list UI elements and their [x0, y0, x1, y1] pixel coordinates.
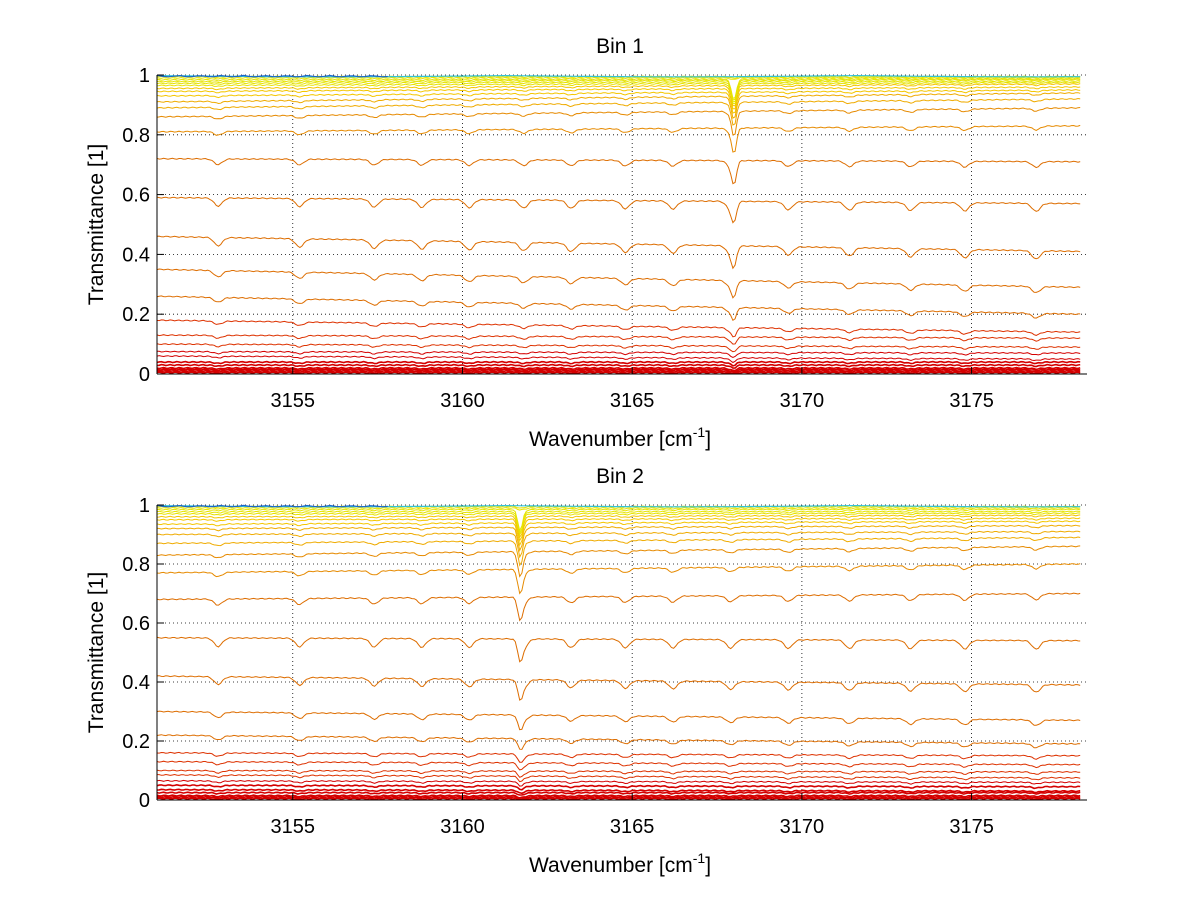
data-series — [157, 235, 1081, 270]
y-tick-label: 0.8 — [122, 125, 150, 147]
chart-panel-1: 3155 3160 3165 3170 3175 0 0.2 0.4 0.6 0.8 1 Bin 1 W… — [85, 35, 1087, 451]
data-series — [157, 76, 1081, 80]
data-series — [157, 196, 1081, 224]
chart-panel-2: 3155 3160 3165 3170 3175 0 0.2 0.4 0.6 0.8 1 Bin 2 W… — [85, 465, 1087, 877]
data-series — [157, 563, 1081, 595]
data-series — [157, 78, 1081, 101]
data-series — [157, 83, 1081, 107]
x-tick-label: 3155 — [271, 816, 316, 838]
y-tick-label: 0 — [139, 790, 150, 812]
data-series — [157, 74, 388, 78]
y-tick-label: 0.4 — [122, 672, 150, 694]
data-series — [157, 512, 1081, 536]
data-series — [157, 710, 1081, 731]
y-tick-label: 0.6 — [122, 613, 150, 635]
x-tick-label: 3165 — [610, 816, 655, 838]
data-series — [157, 510, 1081, 535]
data-series — [157, 97, 1081, 126]
data-series — [157, 81, 1081, 105]
data-series — [157, 783, 1081, 791]
chart-title: Bin 1 — [596, 35, 644, 58]
y-tick-label: 0.4 — [122, 244, 150, 266]
data-series — [157, 524, 1081, 552]
data-series — [157, 368, 1081, 373]
data-series — [157, 504, 388, 508]
x-tick-label: 3165 — [610, 390, 655, 412]
data-series — [157, 360, 1081, 367]
data-series — [157, 517, 1081, 542]
data-series — [157, 795, 1081, 800]
x-axis-label: Wavenumber [cm-1] — [529, 424, 711, 451]
data-series — [157, 92, 1081, 119]
data-series — [157, 268, 1081, 299]
data-series — [157, 86, 1081, 110]
y-tick-label: 0.8 — [122, 554, 150, 576]
series-group — [157, 74, 1081, 374]
data-series — [157, 88, 1081, 114]
data-series — [157, 319, 1081, 338]
data-series — [157, 545, 1081, 578]
data-series — [157, 592, 1081, 622]
y-axis-label: Transmittance [1] — [85, 144, 108, 305]
data-series — [157, 751, 1081, 763]
x-tick-label: 3155 — [271, 390, 316, 412]
y-tick-label: 0.2 — [122, 304, 150, 326]
y-tick-label: 0 — [139, 364, 150, 386]
data-series — [157, 773, 1081, 783]
data-series — [157, 536, 1081, 567]
series-group — [157, 504, 1081, 800]
data-series — [157, 791, 1081, 796]
data-series — [157, 779, 1081, 787]
data-series — [157, 295, 1081, 322]
chart-title: Bin 2 — [596, 465, 644, 488]
data-series — [157, 80, 1081, 103]
data-series — [157, 788, 1081, 795]
data-series — [157, 355, 1081, 364]
data-series — [157, 124, 1081, 153]
data-series — [157, 343, 1081, 353]
data-series — [157, 506, 1081, 511]
data-series — [157, 508, 1081, 533]
data-series — [157, 514, 1081, 539]
data-series — [157, 520, 1081, 547]
data-series — [157, 794, 1081, 799]
y-tick-label: 1 — [139, 65, 150, 87]
data-series — [157, 371, 1081, 374]
data-series — [157, 769, 1081, 778]
x-tick-label: 3175 — [949, 816, 994, 838]
data-series — [157, 505, 1081, 508]
data-series — [157, 734, 1081, 750]
data-series — [157, 797, 1081, 800]
data-series — [157, 157, 1081, 185]
data-series — [157, 530, 1081, 559]
data-series — [157, 366, 1081, 372]
data-series — [157, 334, 1081, 345]
data-series — [157, 77, 1081, 99]
data-series — [157, 363, 1081, 369]
data-series — [157, 760, 1081, 771]
x-tick-label: 3175 — [949, 390, 994, 412]
y-tick-label: 1 — [139, 495, 150, 517]
y-axis-label: Transmittance [1] — [85, 572, 108, 733]
y-tick-label: 0.6 — [122, 185, 150, 207]
x-tick-label: 3170 — [780, 390, 825, 412]
data-series — [157, 636, 1081, 663]
data-series — [157, 369, 1081, 374]
x-tick-label: 3170 — [780, 816, 825, 838]
data-series — [157, 75, 1081, 78]
data-series — [157, 106, 1081, 136]
data-series — [157, 675, 1081, 701]
y-tick-label: 0.2 — [122, 731, 150, 753]
x-axis-label: Wavenumber [cm-1] — [529, 850, 711, 877]
x-tick-label: 3160 — [440, 816, 485, 838]
data-series — [157, 350, 1081, 359]
x-tick-label: 3160 — [440, 390, 485, 412]
